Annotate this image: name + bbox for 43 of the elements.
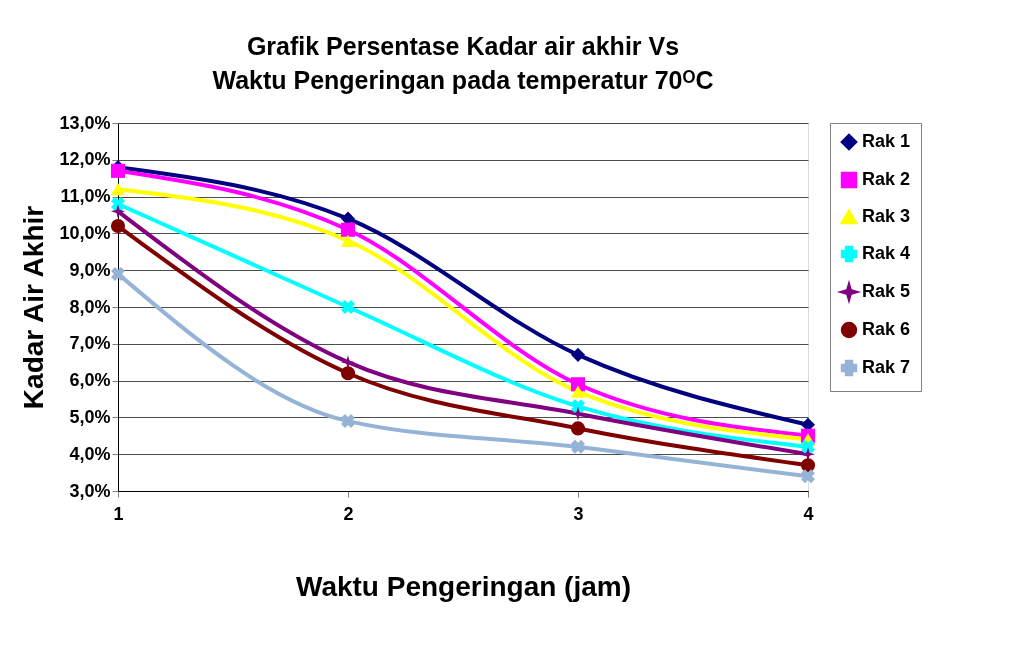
x-tick-label: 1 bbox=[113, 503, 124, 524]
y-tick-label: 7,0% bbox=[69, 333, 111, 354]
point bbox=[800, 458, 816, 473]
legend-label: Rak 7 bbox=[862, 357, 911, 377]
y-tick-label: 4,0% bbox=[69, 443, 111, 464]
x-axis-title: Waktu Pengeringan (jam) bbox=[295, 570, 632, 602]
point bbox=[111, 196, 125, 211]
point bbox=[570, 421, 586, 436]
y-tick-label: 10,0% bbox=[59, 222, 111, 243]
y-tick-label: 8,0% bbox=[69, 296, 111, 317]
point bbox=[571, 399, 585, 414]
point bbox=[340, 222, 356, 237]
point bbox=[110, 218, 126, 234]
point bbox=[340, 234, 356, 247]
legend-label: Rak 1 bbox=[862, 131, 911, 151]
y-tick-label: 12,0% bbox=[59, 149, 111, 170]
point bbox=[801, 439, 815, 454]
y-tick-label: 3,0% bbox=[69, 480, 111, 501]
point bbox=[111, 266, 125, 281]
point bbox=[340, 366, 356, 381]
legend-label: Rak 4 bbox=[862, 243, 911, 263]
legend-label: Rak 3 bbox=[862, 206, 911, 226]
point bbox=[341, 300, 355, 314]
x-tick-label: 3 bbox=[573, 503, 584, 524]
y-tick-label: 5,0% bbox=[69, 406, 111, 427]
y-axis-title: Kadar Air Akhir bbox=[18, 205, 50, 410]
point bbox=[570, 347, 586, 362]
point bbox=[341, 414, 355, 429]
y-tick-label: 6,0% bbox=[69, 370, 111, 391]
y-tick-label: 9,0% bbox=[69, 259, 111, 280]
point bbox=[110, 183, 126, 196]
legend-label: Rak 6 bbox=[862, 319, 911, 339]
chart-title: Grafik Persentase Kadar air akhir Vs Waktu Pengeringan pada temperatur 70ᴼC bbox=[212, 32, 714, 94]
x-tick-label: 2 bbox=[343, 503, 354, 524]
legend-label: Rak 2 bbox=[862, 169, 911, 189]
point bbox=[570, 385, 586, 398]
point bbox=[801, 469, 815, 484]
point bbox=[110, 204, 126, 219]
y-tick-label: 11,0% bbox=[60, 186, 111, 207]
y-tick-label: 13,0% bbox=[59, 112, 111, 133]
point bbox=[571, 439, 585, 454]
x-tick-label: 4 bbox=[803, 503, 814, 524]
legend-label: Rak 5 bbox=[862, 281, 911, 301]
